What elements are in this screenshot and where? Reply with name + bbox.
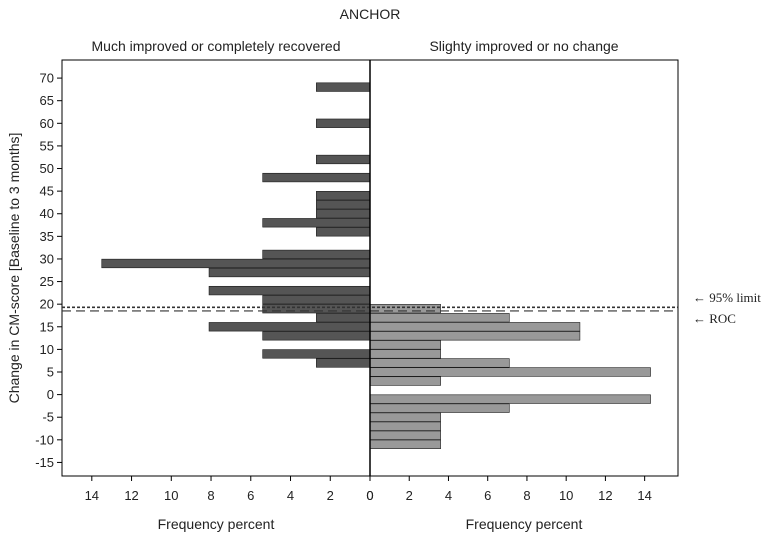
bar-left	[316, 154, 371, 165]
reference-label-roc: ← ROC	[693, 311, 736, 326]
x-tick-label: 12	[598, 488, 612, 503]
bar-right	[369, 430, 441, 440]
bar-right	[369, 421, 441, 431]
y-tick-label: -10	[35, 432, 54, 447]
y-tick-label: -5	[42, 410, 54, 425]
y-tick-label: 25	[40, 274, 54, 289]
y-tick-label: 55	[40, 138, 54, 153]
bar-right	[369, 331, 581, 341]
bar-left	[316, 358, 371, 368]
y-tick-label: 10	[40, 342, 54, 357]
x-tick-label: 12	[124, 488, 138, 503]
bar-left	[316, 82, 371, 92]
x-tick-label: 0	[366, 488, 373, 503]
x-tick-label: 8	[207, 488, 214, 503]
x-tick-label: 10	[164, 488, 178, 503]
bar-left	[208, 267, 371, 278]
y-tick-label: 35	[40, 229, 54, 244]
x-tick-label: 0	[366, 488, 373, 503]
x-axis-label-right: Frequency percent	[466, 516, 583, 532]
x-tick-label: 6	[484, 488, 491, 503]
x-axis: 14 12 10 8 6 4 2 00 2 4 6 8 10 12 14	[85, 476, 652, 503]
y-tick-label: 0	[47, 387, 54, 402]
x-tick-label: 2	[327, 488, 334, 503]
bar-left	[208, 285, 371, 296]
y-tick-label: 20	[40, 297, 54, 312]
bar-left	[316, 118, 371, 128]
bar-left	[316, 227, 371, 237]
x-tick-label: 2	[406, 488, 413, 503]
x-tick-label: 14	[85, 488, 99, 503]
bar-right	[369, 403, 510, 413]
bar-left	[101, 258, 371, 269]
chart-title: ANCHOR	[340, 6, 401, 22]
y-axis-label: Change in CM-score [Baseline to 3 months…	[6, 133, 22, 404]
x-tick-label: 4	[287, 488, 294, 503]
x-tick-label: 10	[559, 488, 573, 503]
bar-right	[369, 340, 441, 350]
x-tick-label: 4	[445, 488, 452, 503]
panel-title-right: Slighty improved or no change	[429, 38, 618, 54]
y-tick-label: 15	[40, 319, 54, 334]
reference-label-95-limit: ← 95% limit	[693, 290, 761, 305]
bar-right	[369, 358, 510, 368]
y-tick-label: 65	[40, 93, 54, 108]
bar-right	[369, 304, 441, 314]
bar-left	[208, 322, 371, 332]
bar-left	[262, 295, 371, 305]
y-tick-label: 70	[40, 71, 54, 86]
y-tick-label: 60	[40, 116, 54, 131]
bar-right	[369, 412, 441, 422]
y-tick-label: 40	[40, 206, 54, 221]
bar-left	[262, 304, 371, 314]
bar-right	[369, 349, 441, 359]
bar-left	[262, 331, 371, 341]
y-tick-label: 30	[40, 251, 54, 266]
bar-left	[316, 200, 371, 210]
bar-left	[316, 191, 371, 201]
y-tick-label: 50	[40, 161, 54, 176]
bar-left	[316, 313, 371, 323]
bar-right	[369, 439, 441, 449]
x-tick-label: 6	[247, 488, 254, 503]
bar-right	[369, 313, 510, 323]
bar-right	[369, 376, 441, 386]
bar-left	[316, 209, 371, 219]
panel-title-left: Much improved or completely recovered	[92, 38, 341, 54]
x-tick-label: 8	[523, 488, 530, 503]
bar-left	[262, 172, 371, 183]
x-axis-label-left: Frequency percent	[158, 516, 275, 532]
bars-layer	[101, 82, 651, 449]
bar-right	[369, 322, 581, 332]
y-tick-label: 5	[47, 365, 54, 380]
y-tick-label: -15	[35, 455, 54, 470]
bar-left	[262, 218, 371, 228]
bar-right	[369, 394, 651, 404]
bar-right	[369, 367, 651, 377]
x-tick-label: 14	[637, 488, 651, 503]
bar-left	[262, 349, 371, 359]
y-tick-label: 45	[40, 184, 54, 199]
bar-left	[262, 249, 371, 260]
